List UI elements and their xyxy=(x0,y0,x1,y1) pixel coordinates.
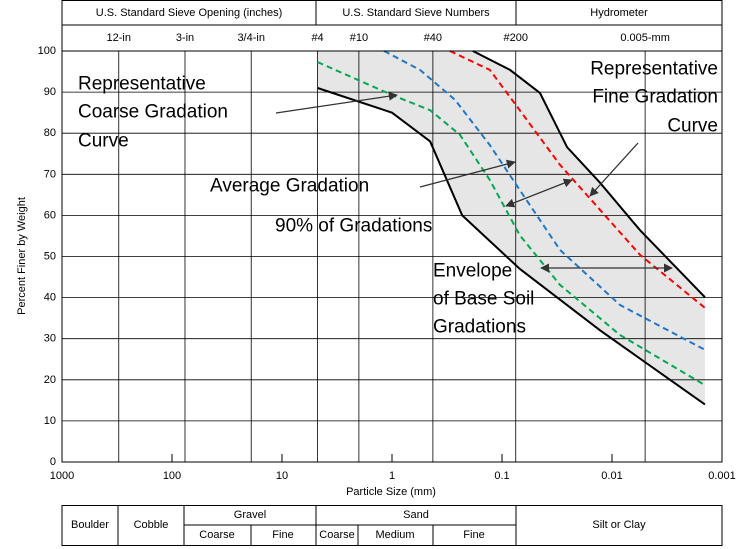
x-tick-label: 0.1 xyxy=(494,470,509,482)
annotation: 90% of Gradations xyxy=(275,216,432,237)
y-tick-label: 100 xyxy=(38,45,56,57)
annotation: Coarse Gradation xyxy=(78,102,228,123)
y-tick-label: 60 xyxy=(44,209,56,221)
plot-layer: 0 10 20 30 40 50 60 70 80 90 100 12-in 3-in 3/4-in #4 #… xyxy=(38,32,736,482)
y-tick-label: 90 xyxy=(44,86,56,98)
envelope-curve xyxy=(472,50,706,298)
y-tick-label: 80 xyxy=(44,127,56,139)
gradation-curve xyxy=(383,50,706,351)
annotation: Curve xyxy=(78,131,129,152)
class-subcell: Medium xyxy=(375,529,414,541)
class-cell: Boulder xyxy=(71,519,109,531)
gradation-curve xyxy=(317,61,706,387)
y-tick-label: 20 xyxy=(44,374,56,386)
x-tick-label: 100 xyxy=(163,470,181,482)
y-axis-title: Percent Finer by Weight xyxy=(16,197,28,315)
sieve-tick-label: 3/4-in xyxy=(237,32,265,44)
header-table: U.S. Standard Sieve Opening (inches) U.S… xyxy=(61,0,723,52)
y-tick-label: 70 xyxy=(44,168,56,180)
class-subcell: Coarse xyxy=(319,529,354,541)
y-tick-label: 0 xyxy=(50,456,56,468)
class-cell: Gravel xyxy=(234,509,266,521)
annotation: Representative xyxy=(78,74,206,95)
header-cell: U.S. Standard Sieve Numbers xyxy=(342,7,490,19)
envelope-fill xyxy=(317,51,705,405)
x-tick-label: 1 xyxy=(389,470,395,482)
annotation-arrow xyxy=(419,159,516,188)
class-subcell: Coarse xyxy=(199,529,234,541)
annotation-arrow xyxy=(275,91,398,114)
annotation: Fine Gradation xyxy=(592,87,718,108)
sieve-tick-label: #200 xyxy=(504,32,528,44)
gradation-curve xyxy=(449,50,706,309)
y-tick-label: 10 xyxy=(44,415,56,427)
class-cell: Sand xyxy=(403,509,429,521)
sieve-tick-label: #10 xyxy=(350,32,368,44)
sieve-tick-label: 0.005-mm xyxy=(620,32,670,44)
annotation: Gradations xyxy=(433,317,526,338)
class-subcell: Fine xyxy=(272,529,293,541)
sieve-tick-label: #40 xyxy=(424,32,442,44)
x-axis-title: Particle Size (mm) xyxy=(346,486,436,498)
x-tick-label: 0.001 xyxy=(708,470,736,482)
annotation: Envelope xyxy=(433,261,512,282)
x-tick-label: 10 xyxy=(276,470,288,482)
header-cell: Hydrometer xyxy=(590,7,648,19)
header-frame xyxy=(61,0,723,52)
classification-frame xyxy=(61,505,723,546)
annotation-arrow xyxy=(589,142,639,197)
class-cell: Silt or Clay xyxy=(592,519,646,531)
annotation: Representative xyxy=(590,59,718,80)
x-tick-label: 1000 xyxy=(50,470,74,482)
header-cell: U.S. Standard Sieve Opening (inches) xyxy=(96,7,283,19)
class-subcell: Fine xyxy=(463,529,484,541)
sieve-tick-label: 12-in xyxy=(107,32,131,44)
annotation: of Base Soil xyxy=(433,289,534,310)
sieve-tick-label: #4 xyxy=(311,32,323,44)
x-tick-label: 0.01 xyxy=(601,470,622,482)
y-tick-label: 40 xyxy=(44,292,56,304)
y-tick-label: 30 xyxy=(44,333,56,345)
classification-table: Boulder Cobble Gravel Sand Silt or Clay … xyxy=(61,505,723,546)
sieve-tick-label: 3-in xyxy=(176,32,194,44)
annotation: Average Gradation xyxy=(210,176,369,197)
annotation-arrow xyxy=(505,178,573,208)
y-tick-label: 50 xyxy=(44,251,56,263)
annotations: Representative Coarse Gradation Curve Re… xyxy=(78,59,718,338)
class-cell: Cobble xyxy=(134,519,169,531)
annotation: Curve xyxy=(667,116,718,137)
envelope-curve xyxy=(317,87,706,406)
